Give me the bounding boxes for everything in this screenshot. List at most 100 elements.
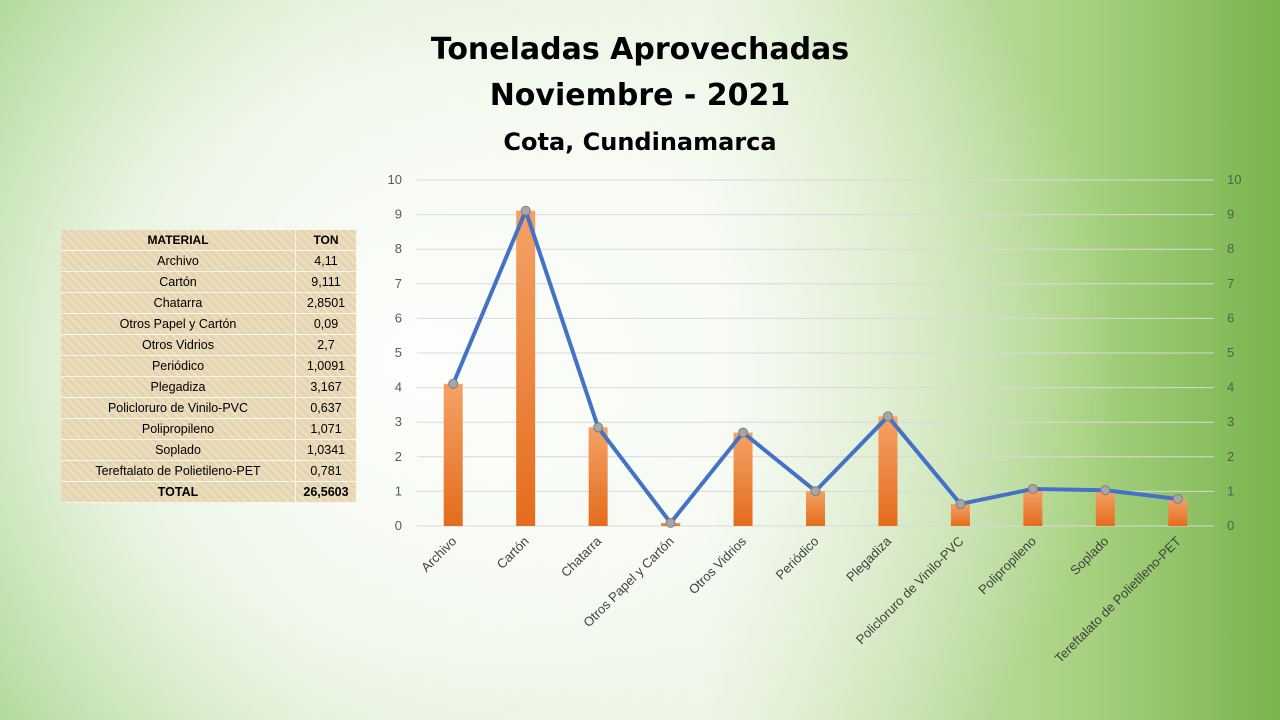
y-tick-left: 1	[395, 483, 402, 498]
ton-cell: 0,637	[296, 398, 357, 419]
table-row: Chatarra 2,8501	[61, 293, 357, 314]
table-row: Otros Vidrios 2,7	[61, 335, 357, 356]
x-tick-label: Archivo	[418, 534, 459, 575]
x-tick-label: Tereftalato de Polietileno-PET	[1052, 533, 1184, 665]
bar	[1168, 498, 1188, 526]
ton-cell: 4,11	[296, 251, 357, 272]
ton-cell: 1,071	[296, 419, 357, 440]
material-cell: Otros Vidrios	[61, 335, 296, 356]
bar	[443, 383, 463, 526]
bar	[806, 491, 825, 526]
line-point	[955, 498, 966, 509]
material-cell: Archivo	[61, 251, 296, 272]
y-tick-left: 6	[395, 310, 402, 325]
y-tick-right: 8	[1227, 241, 1234, 256]
material-cell: Tereftalato de Polietileno-PET	[61, 461, 296, 482]
material-cell: Polipropileno	[61, 419, 296, 440]
line-point	[1100, 485, 1111, 496]
y-tick-left: 8	[395, 241, 402, 256]
bar	[1095, 490, 1115, 526]
y-tick-right: 4	[1227, 380, 1234, 395]
y-tick-left: 10	[388, 172, 402, 187]
material-cell: Periódico	[61, 356, 296, 377]
x-tick-label: Chatarra	[558, 533, 605, 580]
ton-cell: 9,111	[296, 272, 357, 293]
table-header-row: MATERIAL TON	[61, 230, 357, 251]
y-tick-right: 1	[1227, 483, 1234, 498]
bar	[878, 416, 898, 526]
y-tick-right: 0	[1227, 518, 1234, 533]
x-tick-label: Otros Vidrios	[686, 533, 750, 597]
x-tick-label: Polipropileno	[975, 534, 1039, 598]
chart-title-line1: Toneladas Aprovechadas	[430, 32, 850, 67]
table-row: Archivo 4,11	[61, 251, 357, 272]
material-cell: Otros Papel y Cartón	[61, 314, 296, 335]
line-point	[738, 427, 749, 438]
ton-cell: 3,167	[296, 377, 357, 398]
chart-title-line2: Noviembre - 2021	[489, 78, 791, 113]
series-line	[451, 208, 1180, 525]
line-point	[448, 378, 459, 389]
y-tick-left: 2	[395, 449, 402, 464]
total-label: TOTAL	[61, 482, 296, 503]
y-tick-left: 4	[395, 380, 402, 395]
y-tick-left: 7	[395, 276, 402, 291]
total-value: 26,5603	[296, 482, 357, 503]
y-tick-right: 5	[1227, 345, 1234, 360]
x-tick-label: Cartón	[494, 534, 532, 572]
chart-subtitle: Cota, Cundinamarca	[503, 128, 777, 156]
material-cell: Cartón	[61, 272, 296, 293]
table-row: Tereftalato de Polietileno-PET 0,781	[61, 461, 357, 482]
y-tick-right: 10	[1227, 172, 1241, 187]
header-material: MATERIAL	[61, 230, 296, 251]
gridlines	[417, 179, 1214, 527]
table-row: Periódico 1,0091	[61, 356, 357, 377]
ton-cell: 0,781	[296, 461, 357, 482]
y-tick-left: 3	[395, 414, 402, 429]
ton-cell: 2,7	[296, 335, 357, 356]
y-tick-right: 7	[1227, 276, 1234, 291]
line-point	[665, 517, 676, 528]
bar	[733, 432, 753, 526]
bar	[950, 503, 970, 526]
ton-cell: 1,0091	[296, 356, 357, 377]
axes: 0 0 1 1 2 2 3 3 4 4 5 5 6 6 7 7 8 8 9 9 10 10 Archivo Cartón Cha…	[388, 172, 1242, 666]
line-point	[1027, 483, 1038, 494]
line-point	[1172, 493, 1183, 504]
table-row: Plegadiza 3,167	[61, 377, 357, 398]
bar	[516, 210, 536, 526]
y-tick-right: 3	[1227, 414, 1234, 429]
y-tick-left: 0	[395, 518, 402, 533]
table-row: Policloruro de Vinilo-PVC 0,637	[61, 398, 357, 419]
bar-series	[443, 210, 1188, 526]
ton-cell: 2,8501	[296, 293, 357, 314]
material-cell: Policloruro de Vinilo-PVC	[61, 398, 296, 419]
bar	[1023, 488, 1043, 526]
x-tick-label: Soplado	[1067, 534, 1111, 578]
table-row: Polipropileno 1,071	[61, 419, 357, 440]
table-row: Soplado 1,0341	[61, 440, 357, 461]
ton-cell: 0,09	[296, 314, 357, 335]
line-point	[593, 422, 604, 433]
table-row: Otros Papel y Cartón 0,09	[61, 314, 357, 335]
y-tick-left: 9	[395, 207, 402, 222]
ton-cell: 1,0341	[296, 440, 357, 461]
material-cell: Plegadiza	[61, 377, 296, 398]
y-tick-left: 5	[395, 345, 402, 360]
total-row: TOTAL 26,5603	[61, 482, 357, 503]
line-point	[882, 411, 893, 422]
bar	[588, 427, 608, 526]
materials-table: MATERIAL TON Archivo 4,11 Cartón 9,111 Cha…	[61, 230, 357, 503]
y-tick-right: 9	[1227, 207, 1234, 222]
material-cell: Soplado	[61, 440, 296, 461]
x-tick-label: Periódico	[773, 534, 822, 583]
y-tick-right: 6	[1227, 310, 1234, 325]
line-point	[810, 486, 821, 497]
header-ton: TON	[296, 230, 357, 251]
x-tick-label: Plegadiza	[843, 533, 895, 585]
table-row: Cartón 9,111	[61, 272, 357, 293]
line-series	[448, 205, 1183, 528]
y-tick-right: 2	[1227, 449, 1234, 464]
line-point	[520, 205, 531, 216]
